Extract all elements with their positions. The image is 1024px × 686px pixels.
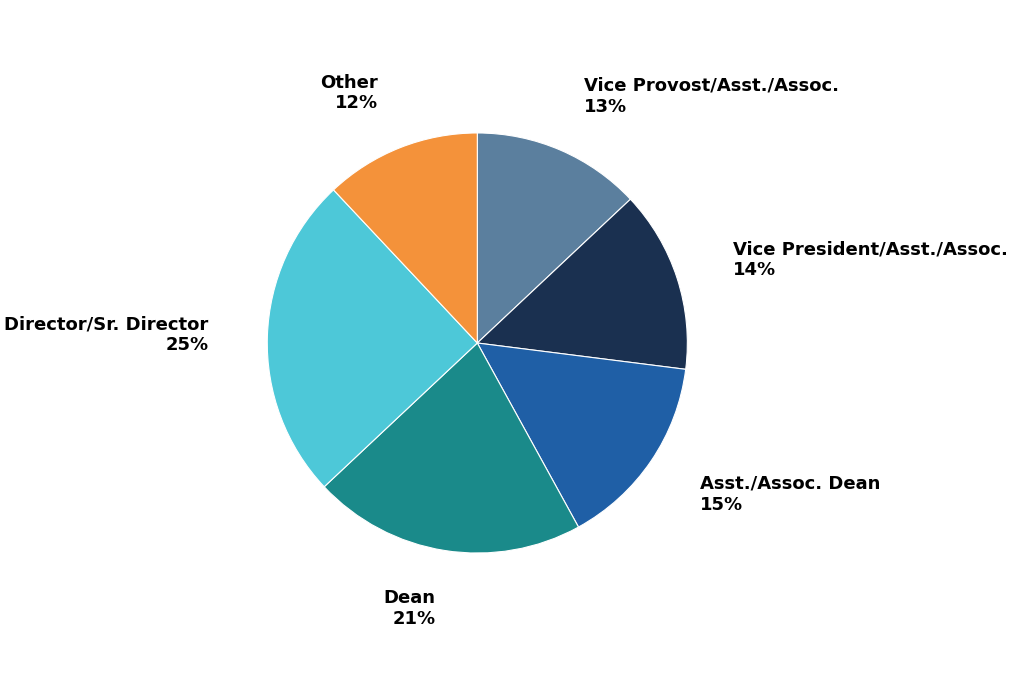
Wedge shape: [267, 190, 477, 487]
Text: Dean
21%: Dean 21%: [383, 589, 435, 628]
Wedge shape: [334, 133, 477, 343]
Text: Vice President/Asst./Assoc.
14%: Vice President/Asst./Assoc. 14%: [733, 241, 1008, 279]
Wedge shape: [325, 343, 579, 553]
Text: Director/Sr. Director
25%: Director/Sr. Director 25%: [4, 315, 209, 354]
Wedge shape: [477, 133, 631, 343]
Text: Asst./Assoc. Dean
15%: Asst./Assoc. Dean 15%: [699, 475, 880, 514]
Wedge shape: [477, 343, 686, 527]
Text: Vice Provost/Asst./Assoc.
13%: Vice Provost/Asst./Assoc. 13%: [584, 77, 839, 116]
Wedge shape: [477, 199, 687, 369]
Text: Other
12%: Other 12%: [321, 73, 378, 113]
